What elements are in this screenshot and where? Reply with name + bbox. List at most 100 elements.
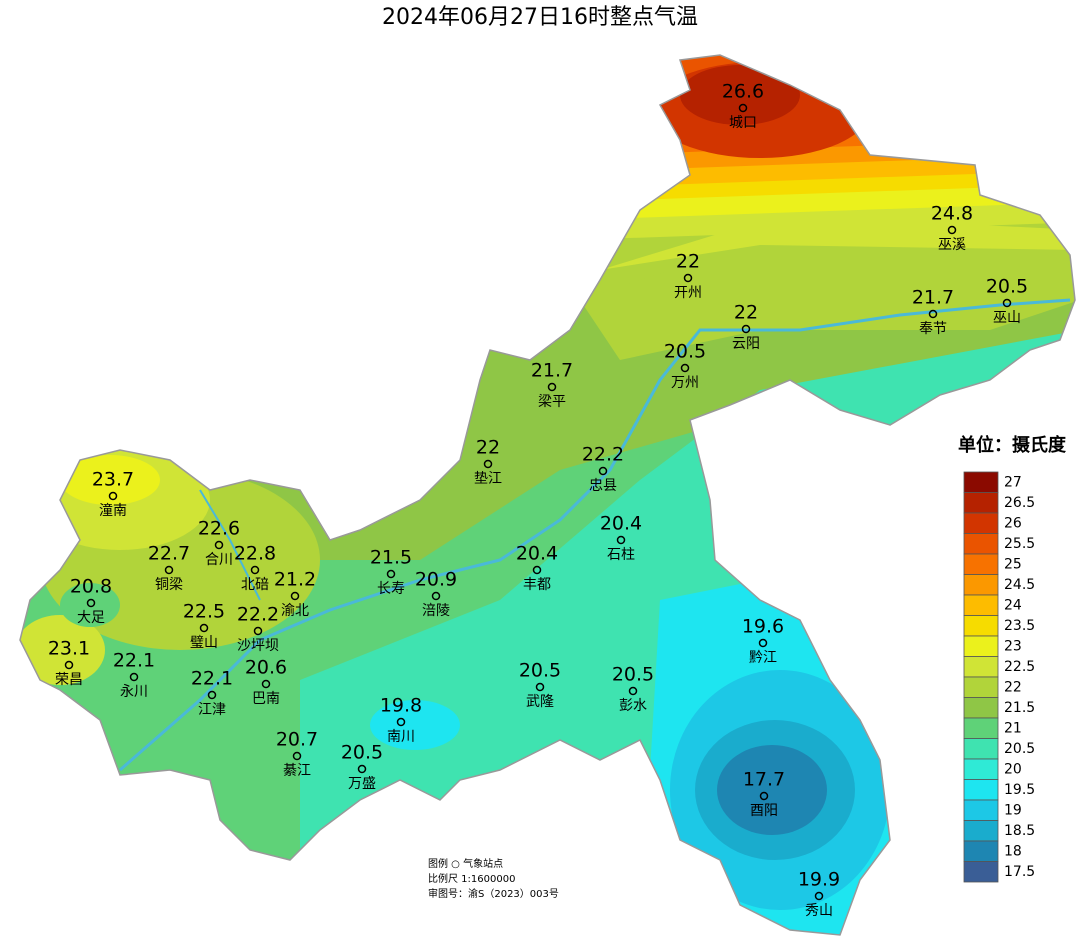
legend-label: 19.5 <box>1004 782 1035 798</box>
station-name: 忠县 <box>589 478 617 494</box>
station-marker <box>1002 298 1012 308</box>
station-value: 20.5 <box>341 742 383 764</box>
station-value: 20.9 <box>415 569 457 591</box>
station-value: 19.8 <box>380 695 422 717</box>
legend-swatch <box>963 676 999 698</box>
station-name: 酉阳 <box>750 803 778 819</box>
station-value: 19.6 <box>742 616 784 638</box>
legend-swatch <box>963 717 999 739</box>
station-name: 长寿 <box>377 580 405 597</box>
station-name: 巫溪 <box>938 237 966 253</box>
legend-label: 22 <box>1004 679 1022 695</box>
station-name: 垫江 <box>474 471 502 487</box>
station-marker <box>214 540 224 550</box>
legend-swatch <box>963 840 999 862</box>
station-marker <box>396 717 406 727</box>
legend-label: 22.5 <box>1004 659 1035 675</box>
station-marker <box>680 363 690 373</box>
legend-label: 27 <box>1004 474 1022 490</box>
legend-swatch <box>963 615 999 637</box>
station-value: 20.5 <box>519 660 561 682</box>
station-marker <box>483 459 493 469</box>
station-marker <box>129 672 139 682</box>
station-name: 南川 <box>387 729 415 745</box>
station-name: 开州 <box>674 285 702 301</box>
station-name: 武隆 <box>526 694 554 710</box>
station-value: 22.1 <box>113 650 155 672</box>
legend-label: 26 <box>1004 515 1022 531</box>
station-marker <box>738 103 748 113</box>
legend-label: 21.5 <box>1004 700 1035 716</box>
station-value: 21.5 <box>370 547 412 569</box>
footer-scale: 比例尺 1:1600000 <box>428 872 515 885</box>
legend-swatch <box>963 635 999 657</box>
station-marker <box>616 535 626 545</box>
legend-swatch <box>963 594 999 616</box>
station-name: 永川 <box>120 684 148 700</box>
legend-swatch <box>963 492 999 514</box>
station-value: 20.5 <box>986 276 1028 298</box>
legend-swatch <box>963 861 999 883</box>
legend-label: 23.5 <box>1004 618 1035 634</box>
station-value: 22 <box>676 251 700 273</box>
station-name: 渝北 <box>281 603 309 619</box>
station-name: 涪陵 <box>422 603 450 619</box>
station-name: 彭水 <box>619 698 647 714</box>
station-marker <box>431 591 441 601</box>
footer-legend: 图例 ○ 气象站点 <box>428 857 503 870</box>
station-value: 20.5 <box>612 664 654 686</box>
station-marker <box>947 225 957 235</box>
station-value: 20.4 <box>516 543 558 565</box>
station-value: 23.7 <box>92 469 134 491</box>
station-marker <box>683 273 693 283</box>
station-marker <box>261 679 271 689</box>
station-marker <box>199 623 209 633</box>
station-name: 云阳 <box>732 336 760 352</box>
station-marker <box>64 660 74 670</box>
station-value: 20.5 <box>664 341 706 363</box>
legend-label: 19 <box>1004 802 1022 818</box>
station-name: 丰都 <box>523 577 551 593</box>
station-name: 奉节 <box>919 321 947 337</box>
station-marker <box>928 309 938 319</box>
station-marker <box>250 565 260 575</box>
legend-label: 18 <box>1004 843 1022 859</box>
station-marker <box>164 565 174 575</box>
legend-label: 26.5 <box>1004 495 1035 511</box>
station-marker <box>547 382 557 392</box>
station-value: 20.8 <box>70 576 112 598</box>
legend-swatch <box>963 553 999 575</box>
station-value: 26.6 <box>722 81 764 103</box>
legend-label: 23 <box>1004 638 1022 654</box>
legend-swatch <box>963 738 999 760</box>
legend: 27 26.5 26 25.5 25 24.5 24 23.5 23 22.5 22 21.5 21 20… <box>963 471 1035 883</box>
station-value: 21.7 <box>912 287 954 309</box>
legend-swatch <box>963 758 999 780</box>
station-marker <box>253 626 263 636</box>
legend-label: 17.5 <box>1004 864 1035 880</box>
legend-swatch <box>963 574 999 596</box>
station-name: 梁平 <box>538 394 566 410</box>
station-value: 22.7 <box>148 543 190 565</box>
station-value: 22 <box>734 302 758 324</box>
station-value: 22.5 <box>183 601 225 623</box>
station-name: 黔江 <box>749 650 777 666</box>
station-marker <box>759 791 769 801</box>
map-outline <box>19 54 1076 936</box>
station-name: 江津 <box>198 702 226 718</box>
station-value: 22 <box>476 437 500 459</box>
legend-swatch <box>963 533 999 555</box>
legend-label: 25.5 <box>1004 536 1035 552</box>
station-value: 22.1 <box>191 668 233 690</box>
legend-unit: 单位：摄氏度 <box>958 434 1067 456</box>
station-marker <box>628 686 638 696</box>
station-name: 石柱 <box>607 547 635 563</box>
station-marker <box>814 891 824 901</box>
station-name: 北碚 <box>241 577 269 593</box>
station-name: 合川 <box>205 552 233 568</box>
station-value: 20.4 <box>600 513 642 535</box>
station-value: 24.8 <box>931 203 973 225</box>
legend-label: 24.5 <box>1004 577 1035 593</box>
legend-label: 24 <box>1004 597 1022 613</box>
